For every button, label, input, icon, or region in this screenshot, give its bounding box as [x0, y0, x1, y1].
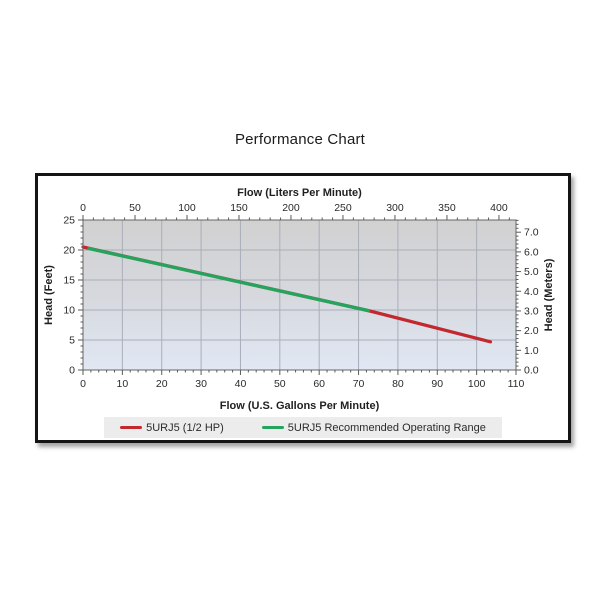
- top-tick-label: 150: [230, 202, 248, 214]
- top-tick-label: 350: [438, 202, 456, 214]
- left-tick-label: 0: [69, 365, 75, 377]
- legend-swatch-red-line: [120, 426, 143, 429]
- right-tick-label: 0.0: [524, 365, 539, 377]
- bottom-tick-label: 30: [195, 378, 207, 390]
- legend-swatch-green-line: [261, 426, 284, 429]
- page-title: Performance Chart: [234, 131, 366, 148]
- top-tick-label: 250: [334, 202, 352, 214]
- legend-item-pump-curve: 5URJ5 (1/2 HP): [120, 422, 224, 434]
- left-tick-label: 20: [63, 245, 75, 257]
- chart-frame: 0 10 20 30 40 50 60 70 80 90 100 110 0 50 100 150 200 250…: [35, 173, 571, 443]
- right-tick-label: 5.0: [524, 266, 539, 278]
- right-axis-title: Head (Meters): [543, 258, 555, 331]
- right-tick-label: 2.0: [524, 325, 539, 337]
- bottom-tick-label: 80: [392, 378, 404, 390]
- right-tick-label: 4.0: [524, 286, 539, 298]
- left-tick-label: 15: [63, 275, 75, 287]
- bottom-tick-label: 60: [313, 378, 325, 390]
- bottom-tick-label: 90: [431, 378, 443, 390]
- top-tick-label: 400: [490, 202, 508, 214]
- legend-box: 5URJ5 (1/2 HP) 5URJ5 Recommended Operati…: [104, 417, 502, 438]
- top-axis-title: Flow (Liters Per Minute): [237, 187, 362, 199]
- left-axis-title: Head (Feet): [43, 265, 55, 325]
- bottom-tick-label: 0: [80, 378, 86, 390]
- top-tick-label: 0: [80, 202, 86, 214]
- top-tick-label: 50: [129, 202, 141, 214]
- top-tick-label: 200: [282, 202, 300, 214]
- bottom-tick-label: 40: [235, 378, 247, 390]
- left-tick-label: 5: [69, 335, 75, 347]
- bottom-axis-title: Flow (U.S. Gallons Per Minute): [220, 400, 380, 412]
- bottom-tick-label: 100: [468, 378, 486, 390]
- legend-label-recommended-range: 5URJ5 Recommended Operating Range: [287, 421, 486, 434]
- legend-label-pump-curve: 5URJ5 (1/2 HP): [146, 421, 224, 434]
- right-tick-label: 1.0: [524, 345, 539, 357]
- left-tick-label: 10: [63, 305, 75, 317]
- legend-item-recommended-range: 5URJ5 Recommended Operating Range: [261, 421, 486, 434]
- right-tick-label: 6.0: [524, 246, 539, 258]
- bottom-tick-label: 10: [117, 378, 129, 390]
- bottom-tick-label: 110: [508, 378, 525, 390]
- top-tick-label: 300: [386, 202, 404, 214]
- bottom-tick-label: 70: [353, 378, 365, 390]
- bottom-tick-label: 20: [156, 378, 168, 390]
- bottom-tick-label: 50: [274, 378, 286, 390]
- top-tick-label: 100: [178, 202, 196, 214]
- right-tick-label: 7.0: [524, 227, 539, 239]
- chart-legend: 5URJ5 (1/2 HP) 5URJ5 Recommended Operati…: [38, 417, 568, 438]
- left-tick-label: 25: [63, 215, 75, 227]
- series-line-recommended-range: [87, 246, 371, 313]
- right-tick-label: 3.0: [524, 305, 539, 317]
